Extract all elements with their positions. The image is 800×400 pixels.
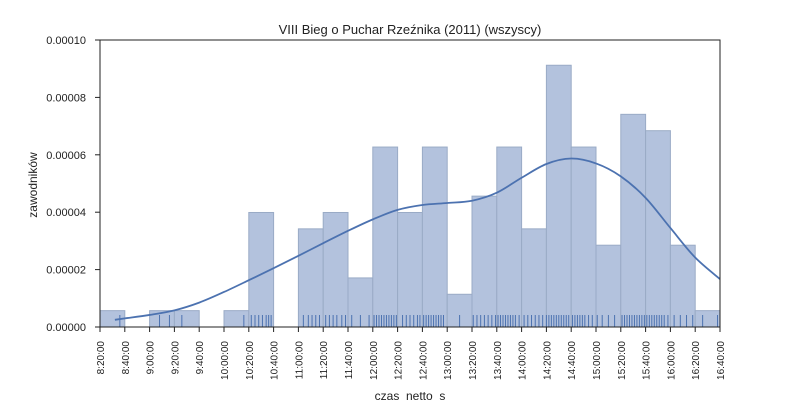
histogram-bar (223, 310, 250, 328)
histogram-bar (173, 310, 200, 328)
chart-title: VIII Bieg o Puchar Rzeźnika (2011) (wszy… (279, 22, 542, 37)
x-tick-label: 12:00:00 (369, 341, 380, 380)
x-axis-label: czas netto s (375, 389, 446, 400)
x-tick-label: 11:40:00 (344, 341, 355, 380)
y-tick-label: 0.00000 (46, 322, 86, 334)
x-axis-ticks: 8:20:00 8:40:00 9:00:00 9:20:00 9:40:00 10:00… (96, 327, 727, 380)
x-tick-label: 10:00:00 (220, 341, 231, 380)
y-tick-label: 0.00006 (46, 150, 86, 162)
histogram-bars (99, 64, 721, 328)
histogram-bar (372, 146, 399, 328)
histogram-bar (297, 228, 324, 328)
x-tick-label: 15:40:00 (642, 341, 653, 380)
y-axis-ticks: 0.00000 0.00002 0.00004 0.00006 0.00008 0.000… (46, 35, 100, 334)
x-tick-label: 12:20:00 (394, 341, 405, 380)
plot-frame (99, 39, 721, 328)
histogram-bar (620, 113, 647, 328)
x-tick-label: 13:20:00 (468, 341, 479, 380)
y-axis-label: zawodników (26, 152, 40, 218)
y-tick-label: 0.00010 (46, 35, 86, 47)
histogram-bar (471, 195, 498, 328)
x-tick-label: 13:00:00 (443, 341, 454, 380)
histogram-bar (397, 211, 423, 328)
kde-curve (114, 157, 721, 321)
y-tick-label: 0.00008 (46, 92, 86, 104)
x-tick-label: 14:00:00 (518, 341, 529, 380)
histogram-bar (645, 130, 671, 328)
x-tick-label: 14:20:00 (542, 341, 553, 380)
x-tick-label: 10:40:00 (270, 341, 281, 380)
x-tick-label: 11:20:00 (319, 341, 330, 380)
histogram-bar (595, 244, 622, 328)
histogram-bar (669, 244, 696, 328)
x-tick-label: 16:00:00 (666, 341, 677, 380)
x-tick-label: 16:40:00 (716, 341, 727, 380)
histogram-bar (570, 146, 597, 328)
x-tick-label: 8:40:00 (121, 341, 132, 375)
rug-marks (119, 315, 719, 327)
x-tick-label: 12:40:00 (418, 341, 429, 380)
y-tick-label: 0.00002 (46, 265, 86, 277)
x-tick-label: 15:20:00 (617, 341, 628, 380)
histogram-bar (421, 146, 448, 328)
x-tick-label: 9:20:00 (170, 341, 181, 375)
x-tick-label: 15:00:00 (592, 341, 603, 380)
x-tick-label: 14:40:00 (567, 341, 578, 380)
x-tick-label: 13:40:00 (493, 341, 504, 380)
x-tick-label: 10:20:00 (245, 341, 256, 380)
histogram-bar (545, 64, 572, 328)
x-tick-label: 9:00:00 (146, 341, 157, 375)
x-tick-label: 11:00:00 (294, 341, 305, 380)
y-tick-label: 0.00004 (46, 207, 86, 219)
x-tick-label: 9:40:00 (195, 341, 206, 375)
x-tick-label: 8:20:00 (96, 341, 107, 375)
histogram-bar (521, 228, 547, 328)
histogram-bar (496, 146, 523, 328)
x-tick-label: 16:20:00 (691, 341, 702, 380)
histogram-bar (694, 310, 721, 328)
histogram-bar (322, 211, 349, 328)
